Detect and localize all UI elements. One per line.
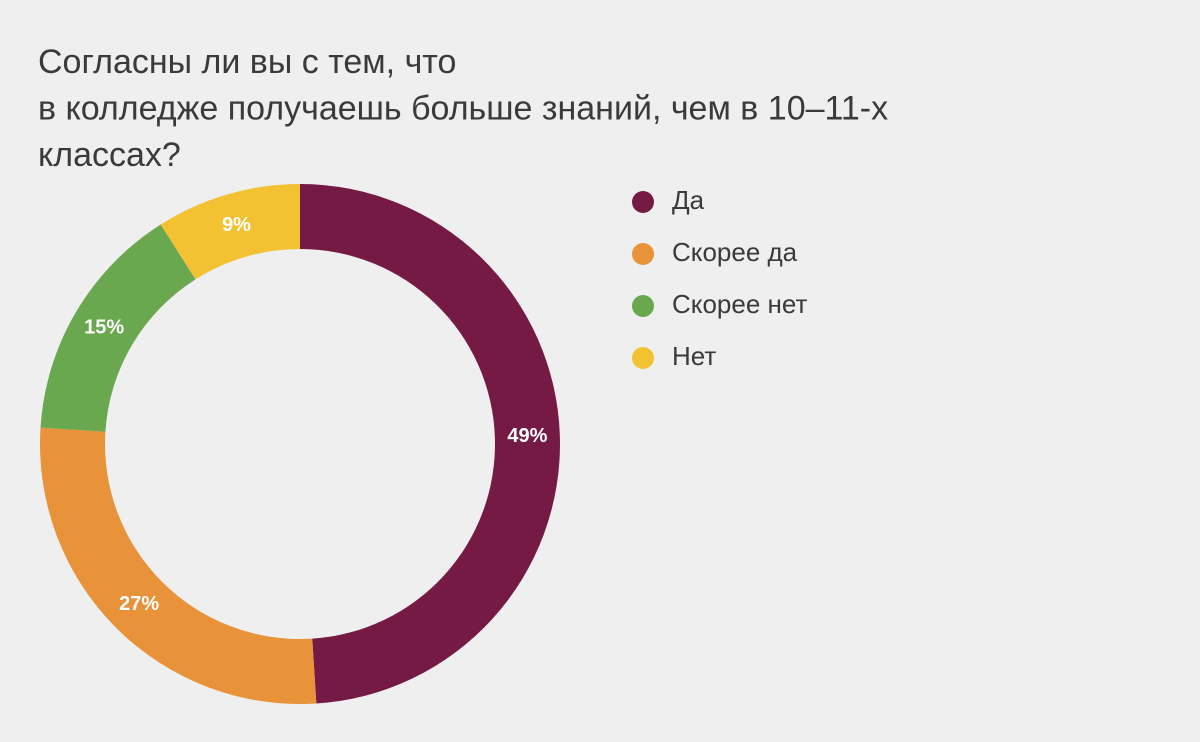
legend-marker <box>632 295 654 317</box>
chart-title: Согласны ли вы с тем, что <box>38 43 456 81</box>
legend-marker <box>632 191 654 213</box>
donut-segment <box>39 427 317 704</box>
donut-segment <box>40 224 196 432</box>
legend-label: Скорее нет <box>672 289 807 319</box>
chart-title: классах? <box>38 136 181 174</box>
value-label: 49% <box>507 425 547 447</box>
legend-label: Да <box>672 185 705 215</box>
legend-label: Нет <box>672 341 716 371</box>
donut-segment <box>300 184 560 704</box>
value-label: 9% <box>222 214 251 236</box>
legend-label: Скорее да <box>672 237 798 267</box>
legend-marker <box>632 243 654 265</box>
donut-segment <box>160 184 300 280</box>
chart-title: в колледже получаешь больше знаний, чем … <box>38 89 888 127</box>
value-label: 15% <box>84 316 124 338</box>
legend-marker <box>632 347 654 369</box>
value-label: 27% <box>119 593 159 615</box>
